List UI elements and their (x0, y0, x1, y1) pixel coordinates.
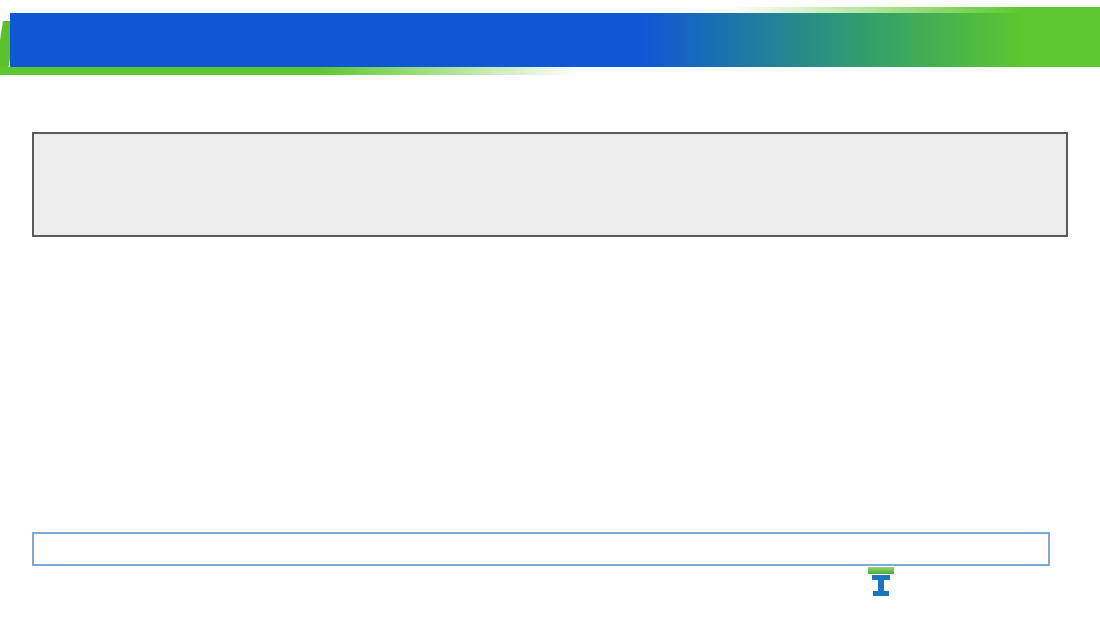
donut-chart-large-enterprise (71, 278, 285, 492)
donut-hole (455, 309, 607, 461)
donut-hole (102, 309, 254, 461)
logo-icon-green-bar (868, 567, 894, 574)
intro-box (32, 132, 1068, 237)
summary-box (32, 532, 1050, 566)
donut-chart-small-enterprise (779, 278, 993, 492)
legend-swatch-applied (455, 503, 476, 517)
chart-legend (455, 503, 629, 517)
industrial-internet-logo-icon (868, 567, 894, 596)
donut-chart-medium-enterprise (424, 278, 638, 492)
logo-icon-stem (878, 575, 884, 594)
legend-item-applied (455, 503, 484, 517)
logo-icon-foot (873, 591, 889, 596)
header-green-accent-top (730, 7, 1100, 14)
conference-logo (868, 565, 1088, 607)
header-green-accent-bottom (0, 67, 580, 75)
donut-hole (810, 309, 962, 461)
legend-item-not-applied (548, 503, 577, 517)
header-bar (10, 13, 1100, 67)
legend-swatch-not-applied (548, 503, 569, 517)
